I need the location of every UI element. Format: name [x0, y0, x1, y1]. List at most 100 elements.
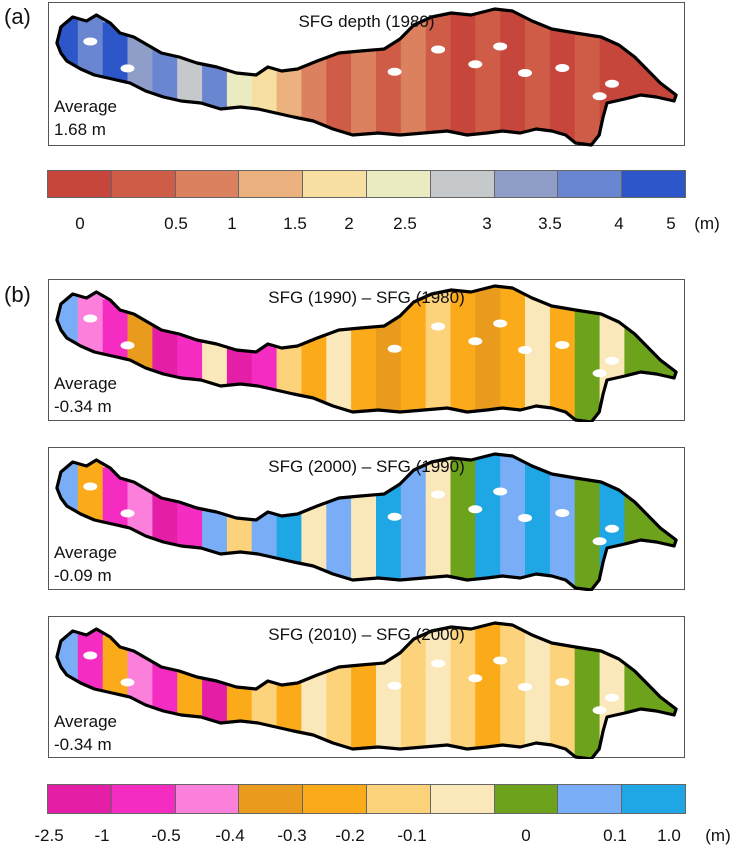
sfg-change-map-2010-2000 [55, 621, 678, 759]
map-title-b2: SFG (2000) – SFG (1990) [268, 457, 465, 476]
map-cell [450, 454, 477, 582]
no-data-patch [493, 42, 508, 51]
colorbar-swatch [366, 785, 431, 813]
colorbar-swatch [303, 785, 367, 813]
map-cell [599, 650, 626, 759]
no-data-patch [605, 79, 619, 88]
colorbar-swatch [239, 171, 304, 197]
colorbar-tick-label: 0.1 [603, 826, 627, 845]
no-data-patch [83, 482, 98, 491]
no-data-patch [518, 346, 532, 354]
colorbar-swatch [430, 171, 495, 197]
no-data-patch [592, 706, 607, 715]
colorbar-unit-label: (m) [694, 214, 720, 233]
colorbar-a [47, 170, 686, 198]
no-data-patch [120, 341, 135, 350]
colorbar-tick-label: -0.5 [151, 826, 181, 845]
no-data-patch [120, 509, 135, 518]
colorbar-swatch [175, 785, 240, 813]
map-frame-b1: SFG (1990) – SFG (1980) Average -0.34 m [48, 279, 685, 422]
colorbar-swatch [430, 785, 495, 813]
no-data-patch [555, 341, 570, 349]
colorbar-swatch [366, 171, 431, 197]
map-cell [549, 21, 576, 145]
map-title-b1: SFG (1990) – SFG (1980) [268, 288, 465, 307]
map-cell [425, 286, 452, 414]
no-data-patch [605, 356, 619, 365]
colorbar-tick-label: 0 [521, 826, 531, 845]
sfg-depth-map [55, 7, 678, 147]
average-value: -0.34 m [54, 397, 112, 416]
no-data-patch [555, 64, 570, 72]
no-data-patch [493, 487, 508, 496]
map-frame-a: SFG depth (1980) Average 1.68 m [48, 2, 685, 147]
colorbar-tick-label: 1.0 [657, 826, 681, 845]
map-cell [351, 309, 377, 415]
no-data-patch [518, 69, 532, 77]
no-data-patch [518, 514, 532, 522]
basin-outline [55, 621, 678, 759]
map-cell [549, 466, 576, 590]
map-cell [450, 286, 477, 414]
no-data-patch [592, 92, 607, 101]
no-data-patch [605, 524, 619, 533]
map-cell [599, 313, 626, 422]
colorbar-swatch [48, 785, 112, 813]
colorbar-tick-label: 3.5 [538, 214, 562, 233]
average-label: Average [54, 543, 118, 562]
colorbar-tick-label: 0 [75, 214, 85, 233]
no-data-patch [468, 60, 483, 69]
no-data-patch [493, 319, 508, 328]
average-value: -0.09 m [54, 566, 112, 585]
map-cell [549, 298, 576, 422]
colorbar-swatch [239, 785, 304, 813]
colorbar-tick-label: -0.3 [277, 826, 307, 845]
colorbar-swatch [48, 171, 112, 197]
no-data-patch [493, 656, 508, 665]
no-data-patch [518, 683, 532, 691]
map-cell [351, 646, 377, 752]
map-cell [574, 641, 601, 759]
no-data-patch [431, 659, 446, 668]
colorbar-tick-label: -2.5 [34, 826, 64, 845]
no-data-patch [431, 322, 446, 331]
map-cell [599, 481, 626, 590]
map-cell [450, 623, 477, 751]
average-label: Average [54, 97, 118, 116]
average-text-b3: Average -0.34 m [54, 710, 117, 756]
colorbar-swatch [622, 171, 685, 197]
map-cell [425, 623, 452, 751]
map-cell [226, 60, 253, 122]
no-data-patch [83, 314, 98, 323]
map-frame-b3: SFG (2010) – SFG (2000) Average -0.34 m [48, 616, 685, 759]
colorbar-tick-label: -0.2 [335, 826, 365, 845]
colorbar-swatch [111, 785, 176, 813]
no-data-patch [83, 37, 98, 46]
map-cell [574, 27, 601, 145]
map-title-a: SFG depth (1980) [298, 12, 435, 31]
average-label: Average [54, 374, 118, 393]
map-cell [475, 286, 501, 414]
panel-b-label: (b) [4, 282, 31, 307]
average-label: Average [54, 712, 118, 731]
average-text-b2: Average -0.09 m [54, 541, 117, 587]
colorbar-tick-label: 2.5 [393, 214, 417, 233]
sfg-change-map-1990-1980 [55, 284, 678, 422]
panel-a-label: (a) [4, 4, 31, 29]
average-value: 1.68 m [54, 120, 106, 139]
map-cell [549, 635, 576, 759]
colorbar-tick-label: 0.5 [164, 214, 188, 233]
no-data-patch [120, 64, 135, 73]
no-data-patch [592, 537, 607, 546]
map-cell [475, 9, 501, 137]
colorbar-swatch [303, 171, 367, 197]
map-cell [351, 477, 377, 583]
map-cell [599, 36, 626, 145]
colorbar-swatch [175, 171, 240, 197]
map-cell [425, 9, 452, 138]
average-value: -0.34 m [54, 735, 112, 754]
colorbar-tick-label: -0.4 [215, 826, 245, 845]
colorbar-tick-label: 3 [482, 214, 492, 233]
no-data-patch [431, 45, 446, 54]
no-data-patch [83, 651, 98, 660]
